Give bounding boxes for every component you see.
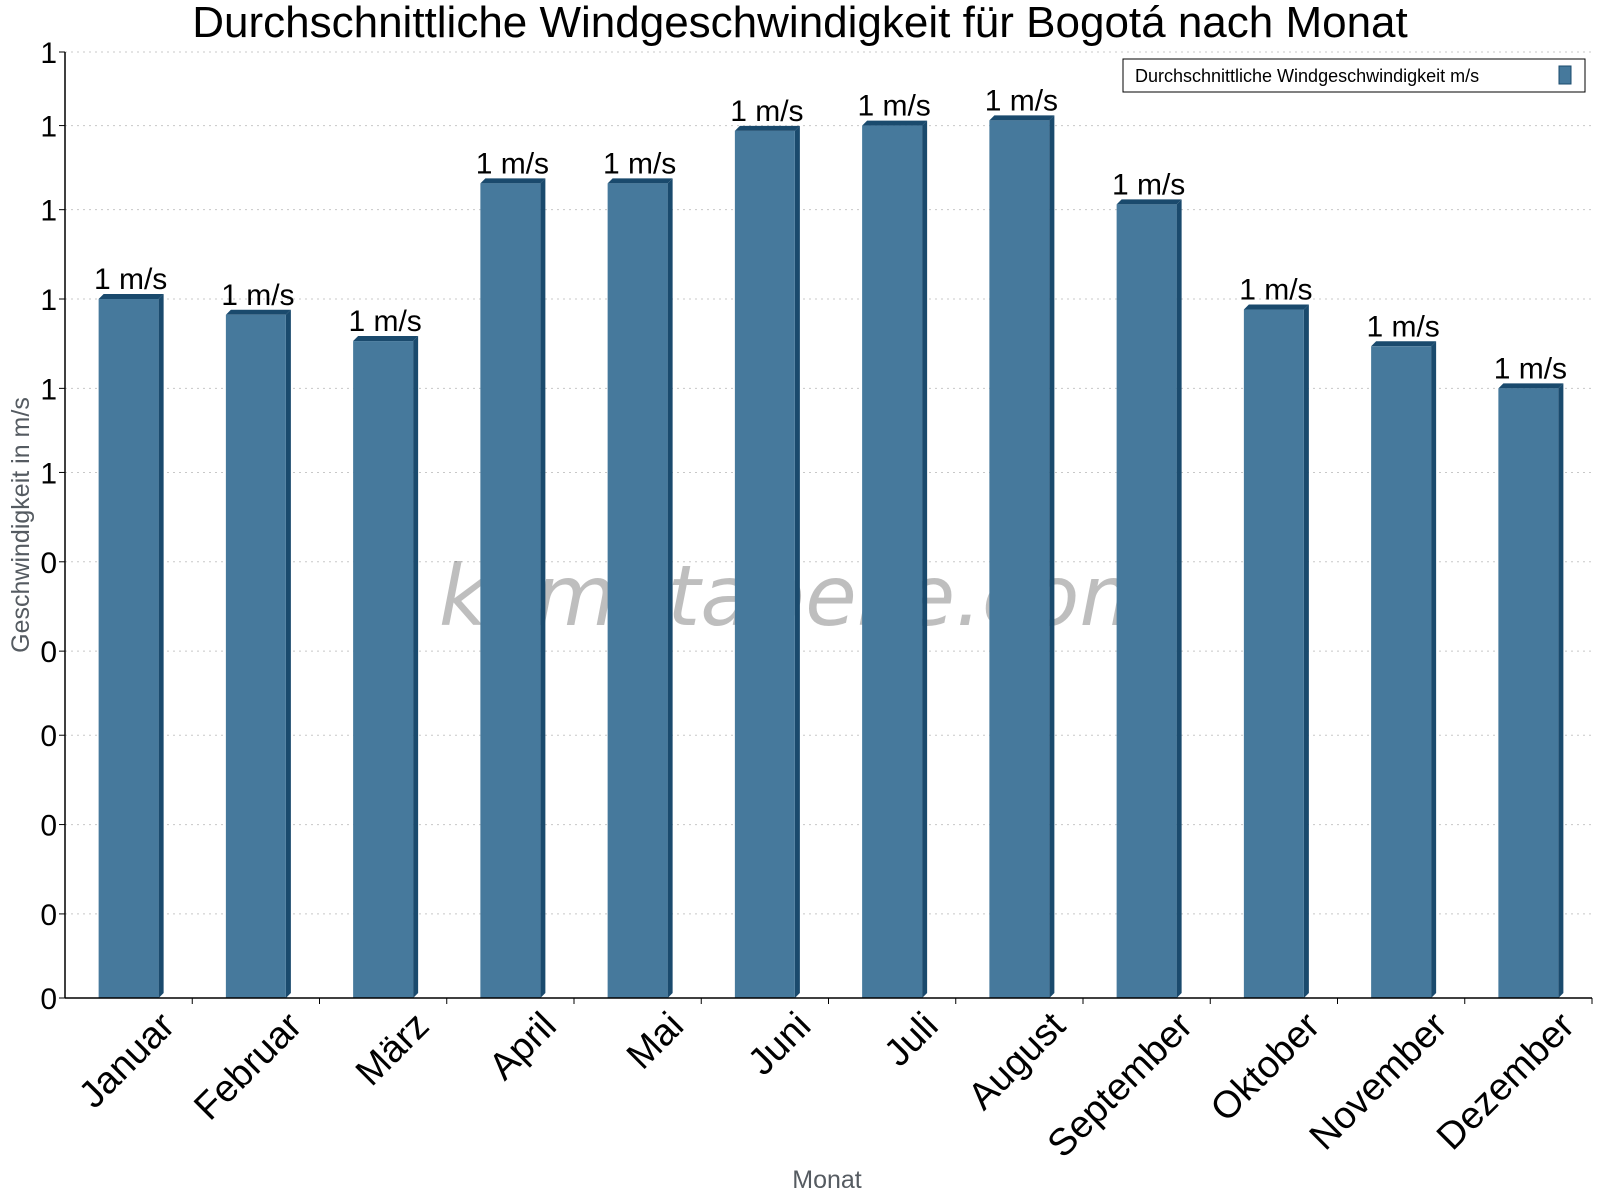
bars <box>98 115 1564 999</box>
bar-top <box>225 309 291 315</box>
bar-face <box>353 341 414 998</box>
bar-august <box>989 115 1055 999</box>
y-tick-label: 1 <box>40 37 57 70</box>
x-tick-label: März <box>348 1005 437 1094</box>
legend-label: Durchschnittliche Windgeschwindigkeit m/… <box>1135 66 1479 86</box>
x-tick-label: Januar <box>71 1004 183 1116</box>
y-tick-labels: 0 0 0 0 0 0 1 1 1 1 1 1 <box>40 37 57 1016</box>
bar-face <box>98 299 159 998</box>
x-axis-label: Monat <box>792 1166 862 1194</box>
bar-top <box>1371 341 1437 347</box>
data-label: 1 m/s <box>985 84 1058 117</box>
bar-mai <box>607 178 673 998</box>
bar-top <box>1243 304 1309 310</box>
data-label: 1 m/s <box>94 263 167 296</box>
data-label: 1 m/s <box>348 305 421 338</box>
x-tick-label: April <box>481 1005 564 1088</box>
data-label: 1 m/s <box>1366 310 1439 343</box>
bar-top <box>98 294 164 300</box>
legend-box <box>1122 58 1586 93</box>
data-labels: 1 m/s 1 m/s 1 m/s 1 m/s 1 m/s 1 m/s 1 m/s 1 m/s… <box>94 84 1567 385</box>
data-label: 1 m/s <box>1112 168 1185 201</box>
data-label: 1 m/s <box>476 147 549 180</box>
bar-face <box>1498 388 1559 998</box>
bar-top <box>353 336 419 342</box>
bar-face <box>862 125 923 999</box>
bar-face <box>1243 309 1304 998</box>
bar-top <box>607 178 673 184</box>
bar-face <box>989 120 1050 999</box>
bar-side <box>1303 304 1309 998</box>
chart-title: Durchschnittliche Windgeschwindigkeit fü… <box>192 0 1408 47</box>
x-tick-label: August <box>960 1004 1074 1118</box>
y-axis-label: Geschwindigkeit in m/s <box>7 397 35 653</box>
bar-top <box>1116 199 1182 205</box>
bar-side <box>413 336 419 998</box>
bar-januar <box>98 294 164 998</box>
y-tick-label: 1 <box>40 195 57 228</box>
x-tick-label: Juli <box>876 1005 946 1075</box>
bar-side <box>158 294 164 998</box>
y-tick-label: 1 <box>40 284 57 317</box>
bar-face <box>480 183 541 998</box>
bar-side <box>1176 199 1182 998</box>
bar-november <box>1371 341 1437 998</box>
bar-februar <box>225 309 291 998</box>
bar-side <box>1558 383 1564 998</box>
bar-top <box>480 178 546 184</box>
bar-juli <box>862 120 928 999</box>
y-tick-label: 0 <box>40 636 57 669</box>
y-tick-label: 1 <box>40 111 57 144</box>
bar-side <box>794 125 800 999</box>
legend: Durchschnittliche Windgeschwindigkeit m/… <box>1122 58 1586 93</box>
x-tick-label: Juni <box>740 1005 819 1084</box>
bar-dezember <box>1498 383 1564 998</box>
bar-side <box>1431 341 1437 998</box>
x-tick-label: Oktober <box>1203 1004 1329 1130</box>
bar-face <box>225 314 286 998</box>
x-tick-label: Dezember <box>1429 1004 1583 1158</box>
bar-face <box>1116 204 1177 998</box>
grid-lines <box>65 51 1592 915</box>
bar-top <box>734 125 800 131</box>
bar-top <box>1498 383 1564 389</box>
data-label: 1 m/s <box>1494 352 1567 385</box>
data-label: 1 m/s <box>857 90 930 123</box>
bar-side <box>1049 115 1055 999</box>
y-tick-label: 0 <box>40 720 57 753</box>
bar-side <box>285 309 291 998</box>
bar-top <box>989 115 1055 121</box>
bar-september <box>1116 199 1182 998</box>
axes <box>59 51 1593 1004</box>
bar-face <box>607 183 668 998</box>
bar-side <box>922 120 928 999</box>
x-tick-labels: Januar Februar März April Mai Juni Juli AugustS… <box>71 1004 1583 1165</box>
bar-april <box>480 178 546 998</box>
x-tick-label: Februar <box>186 1004 310 1128</box>
bar-märz <box>353 336 419 998</box>
y-tick-label: 0 <box>40 983 57 1016</box>
data-label: 1 m/s <box>221 279 294 312</box>
y-tick-label: 0 <box>40 810 57 843</box>
data-label: 1 m/s <box>730 95 803 128</box>
y-tick-label: 0 <box>40 547 57 580</box>
legend-swatch <box>1558 65 1572 85</box>
y-tick-label: 0 <box>40 899 57 932</box>
data-label: 1 m/s <box>1239 274 1312 307</box>
bar-oktober <box>1243 304 1309 998</box>
data-label: 1 m/s <box>603 147 676 180</box>
x-tick-label: Mai <box>619 1005 692 1078</box>
y-tick-label: 1 <box>40 457 57 490</box>
bar-side <box>667 178 673 998</box>
bar-side <box>540 178 546 998</box>
bar-juni <box>734 125 800 999</box>
y-tick-label: 1 <box>40 373 57 406</box>
bar-top <box>862 120 928 126</box>
bar-face <box>1371 346 1432 998</box>
x-tick-label: November <box>1302 1004 1456 1158</box>
bar-face <box>734 130 795 999</box>
